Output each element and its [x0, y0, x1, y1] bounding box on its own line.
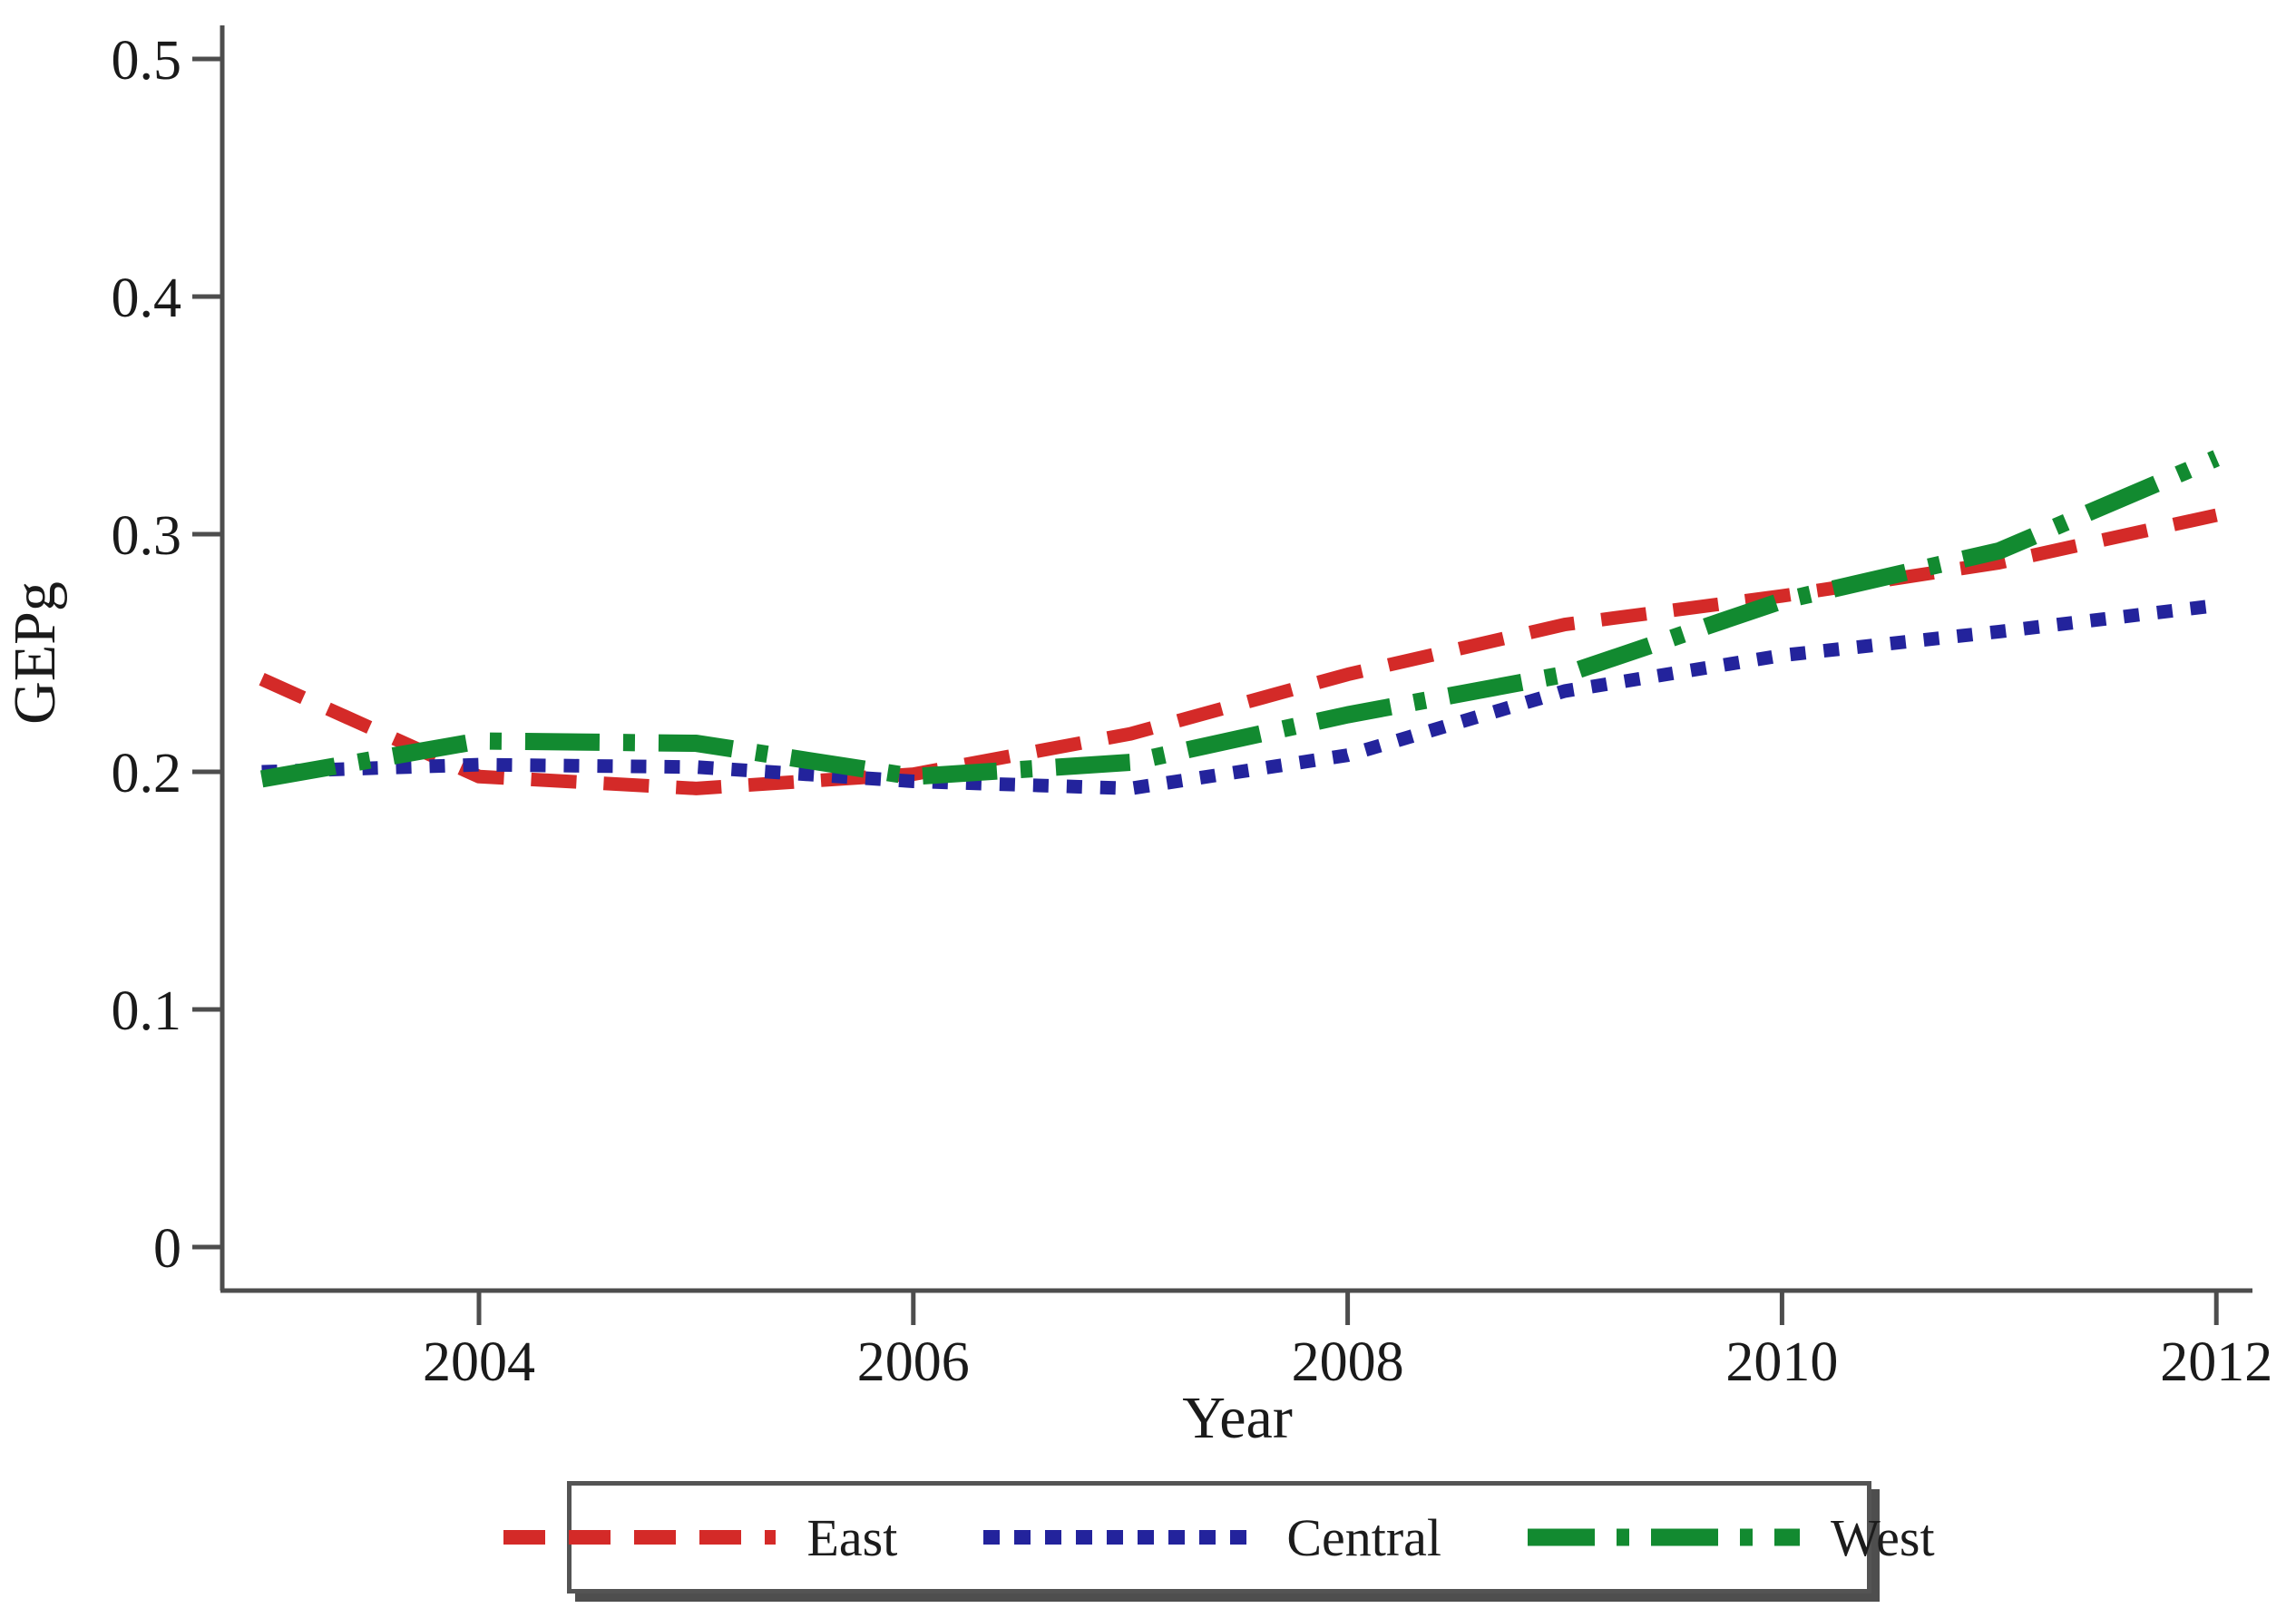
legend-label-west: West: [1831, 1507, 1935, 1567]
y-tick-label: 0.2: [112, 743, 182, 804]
series-line-west: [259, 450, 2220, 788]
series-line-central: [261, 599, 2218, 795]
east-line-swatch-icon: [503, 1530, 777, 1545]
y-tick-label: 0.5: [112, 30, 182, 92]
legend-label-central: Central: [1286, 1507, 1442, 1567]
west-line-swatch-icon: [1528, 1528, 1801, 1546]
legend-entry-central: Central: [983, 1507, 1441, 1568]
y-axis-title: GEPg: [2, 581, 68, 725]
x-axis-ticks: 2004 2006 2008 2010 2012: [423, 1291, 2272, 1393]
x-tick-label: 2008: [1292, 1331, 1404, 1393]
legend-entry-west: West: [1528, 1507, 1935, 1568]
x-axis-title: Year: [1182, 1385, 1293, 1451]
y-tick-label: 0.1: [112, 980, 182, 1042]
x-tick-label: 2006: [857, 1331, 970, 1393]
y-axis-ticks: 0 0.1 0.2 0.3 0.4 0.5: [112, 30, 222, 1280]
x-tick-label: 2012: [2160, 1331, 2272, 1393]
central-line-swatch-icon: [983, 1530, 1256, 1545]
y-tick-label: 0: [153, 1218, 181, 1280]
series-lines: [259, 450, 2220, 795]
legend: East Central West: [503, 1481, 1935, 1594]
x-tick-label: 2004: [423, 1331, 535, 1393]
y-tick-label: 0.3: [112, 505, 182, 567]
legend-entry-east: East: [503, 1507, 897, 1568]
x-tick-label: 2010: [1725, 1331, 1838, 1393]
legend-label-east: East: [806, 1507, 898, 1567]
y-tick-label: 0.4: [112, 268, 182, 329]
